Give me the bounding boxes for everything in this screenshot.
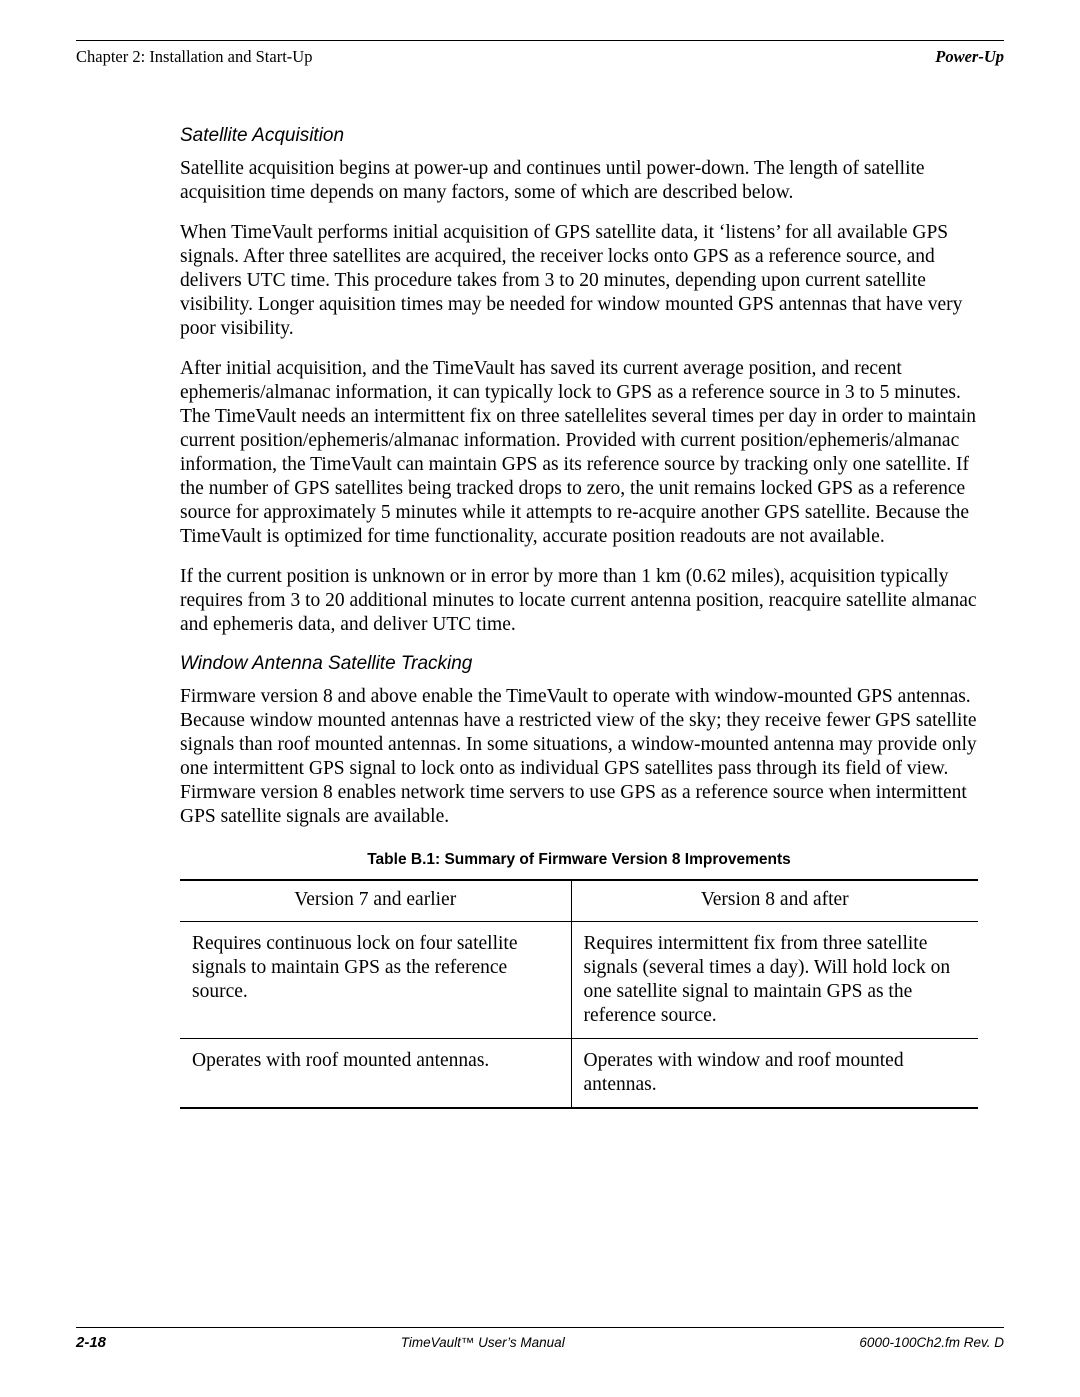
- footer-manual-title: TimeVault™ User’s Manual: [401, 1335, 565, 1350]
- body-paragraph: Satellite acquisition begins at power-up…: [180, 157, 978, 205]
- table-row: Operates with roof mounted antennas. Ope…: [180, 1038, 978, 1107]
- footer-page-number: 2-18: [76, 1334, 106, 1351]
- body-paragraph: After initial acquisition, and the TimeV…: [180, 357, 978, 549]
- table-header-v8: Version 8 and after: [571, 880, 978, 922]
- table-cell: Requires continuous lock on four satelli…: [180, 921, 571, 1038]
- header-rule: [76, 40, 1004, 41]
- page-content: Satellite Acquisition Satellite acquisit…: [180, 125, 978, 1109]
- page-header: Chapter 2: Installation and Start-Up Pow…: [76, 47, 1004, 67]
- page-footer-wrap: 2-18 TimeVault™ User’s Manual 6000-100Ch…: [76, 1327, 1004, 1351]
- header-section: Power-Up: [935, 47, 1004, 67]
- header-chapter: Chapter 2: Installation and Start-Up: [76, 47, 312, 67]
- body-paragraph: If the current position is unknown or in…: [180, 565, 978, 637]
- table-cell: Requires intermittent fix from three sat…: [571, 921, 978, 1038]
- table-cell: Operates with window and roof mounted an…: [571, 1038, 978, 1107]
- footer-rule: [76, 1327, 1004, 1328]
- footer-revision: 6000-100Ch2.fm Rev. D: [859, 1335, 1004, 1350]
- table-row: Requires continuous lock on four satelli…: [180, 921, 978, 1038]
- table-cell: Operates with roof mounted antennas.: [180, 1038, 571, 1107]
- table-header-row: Version 7 and earlier Version 8 and afte…: [180, 880, 978, 922]
- table-header-v7: Version 7 and earlier: [180, 880, 571, 922]
- heading-window-antenna: Window Antenna Satellite Tracking: [180, 653, 978, 675]
- table-caption: Table B.1: Summary of Firmware Version 8…: [180, 851, 978, 869]
- heading-satellite-acquisition: Satellite Acquisition: [180, 125, 978, 147]
- body-paragraph: When TimeVault performs initial acquisit…: [180, 221, 978, 341]
- body-paragraph: Firmware version 8 and above enable the …: [180, 685, 978, 829]
- page-footer: 2-18 TimeVault™ User’s Manual 6000-100Ch…: [76, 1334, 1004, 1351]
- firmware-comparison-table: Version 7 and earlier Version 8 and afte…: [180, 879, 978, 1109]
